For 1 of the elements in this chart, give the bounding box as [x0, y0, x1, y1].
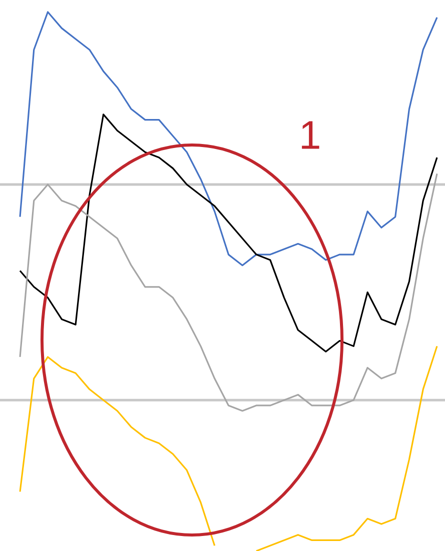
annotation: 1	[302, 121, 320, 149]
